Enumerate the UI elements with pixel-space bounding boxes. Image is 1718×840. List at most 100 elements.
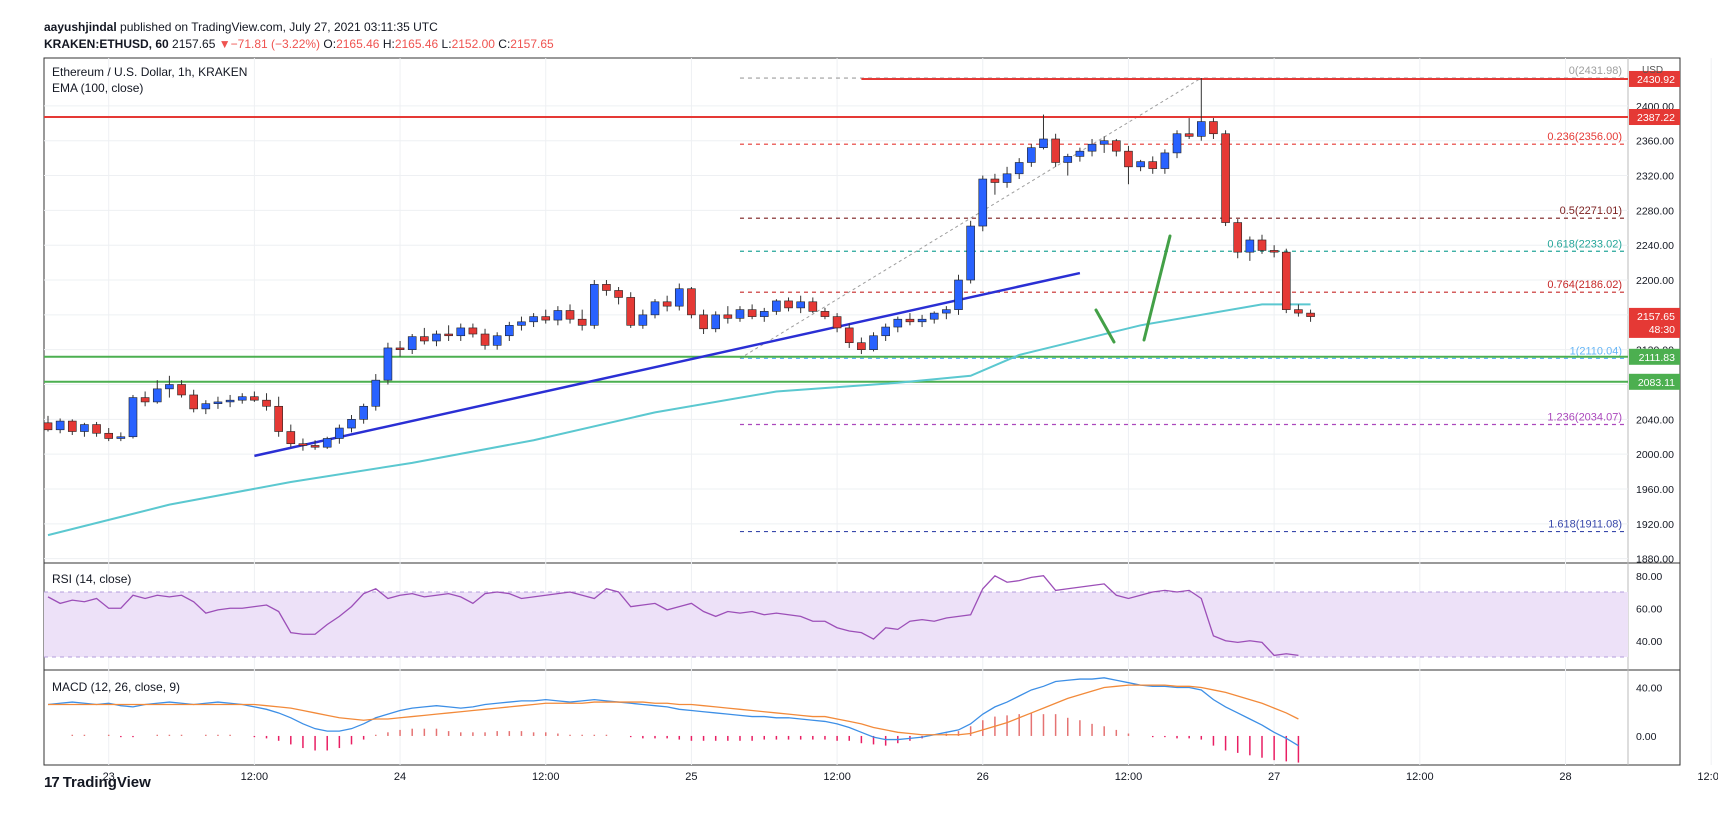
candle-body xyxy=(978,178,988,227)
macd-signal-line xyxy=(48,684,1299,736)
y-tick-label: 1920.00 xyxy=(1636,519,1674,531)
candle-body xyxy=(687,288,696,316)
macd-tick-label: 0.00 xyxy=(1636,731,1657,743)
rsi-tick-label: 80.00 xyxy=(1636,571,1662,583)
candle-body xyxy=(262,399,271,407)
projection-arrow xyxy=(1094,308,1116,344)
author-name[interactable]: aayushjindal xyxy=(44,20,117,34)
candle-body xyxy=(517,321,526,326)
candle-body xyxy=(589,284,599,326)
x-tick-label: 28 xyxy=(1559,771,1571,783)
y-tick-label: 1960.00 xyxy=(1636,484,1674,496)
candle-body xyxy=(881,326,890,337)
candle-body xyxy=(140,397,150,403)
candle-body xyxy=(1257,239,1267,251)
rsi-tick-label: 40.00 xyxy=(1636,636,1662,648)
candle-body xyxy=(1233,222,1243,253)
y-tick-label: 2000.00 xyxy=(1636,449,1674,461)
candle-body xyxy=(893,318,903,328)
price-change: −71.81 (−3.22%) xyxy=(230,37,321,51)
x-tick-label: 12:00 xyxy=(1697,771,1718,783)
candle-body xyxy=(553,310,563,321)
price-tag-2111: 2111.83 xyxy=(1639,352,1676,364)
candle-body xyxy=(1160,152,1170,169)
candle-body xyxy=(808,301,818,312)
close-value: 2157.65 xyxy=(510,37,554,51)
y-tick-label: 2320.00 xyxy=(1636,171,1674,183)
candle-body xyxy=(213,401,223,404)
rsi-panel-title: RSI (14, close) xyxy=(52,572,132,586)
x-tick-label: 27 xyxy=(1268,771,1280,783)
candle-body xyxy=(1112,140,1121,152)
price-tag-2387-bg xyxy=(1629,109,1680,126)
ema-indicator-label: EMA (100, close) xyxy=(52,81,144,95)
candle-body xyxy=(1245,239,1255,253)
y-tick-label: 1880.00 xyxy=(1636,554,1674,566)
projection-arrow xyxy=(1142,234,1172,342)
candle-body xyxy=(1124,150,1133,168)
candle-body xyxy=(225,399,235,403)
candle-body xyxy=(237,396,247,401)
candle-body xyxy=(772,300,781,312)
rsi-line xyxy=(47,574,1299,657)
candle-body xyxy=(67,420,77,432)
candle-body xyxy=(347,419,356,429)
candle-body xyxy=(1014,162,1024,175)
candle-body xyxy=(614,290,623,298)
candle-body xyxy=(165,384,174,390)
candle-body xyxy=(152,388,162,403)
candle-body xyxy=(1051,138,1060,163)
tradingview-logo-icon: 17 xyxy=(44,774,60,791)
candle-body xyxy=(723,314,733,319)
candle-body xyxy=(1039,138,1048,148)
x-tick-label: 12:00 xyxy=(1115,771,1143,783)
macd-line xyxy=(47,677,1299,747)
fib-level-label: 0.236(2356.00) xyxy=(1547,131,1622,143)
x-tick-label: 23 xyxy=(103,771,115,783)
symbol-line: KRAKEN:ETHUSD, 60 2157.65 ▼−71.81 (−3.22… xyxy=(44,37,554,51)
candle-body xyxy=(55,420,65,431)
candle-body xyxy=(274,405,283,432)
candle-body xyxy=(917,318,927,323)
candle-body xyxy=(954,279,963,310)
brand-name: TradingView xyxy=(62,774,151,791)
open-label: O: xyxy=(323,37,337,51)
candle-body xyxy=(43,422,53,431)
candle-body xyxy=(116,436,126,439)
candle-body xyxy=(310,445,320,448)
candle-body xyxy=(1172,133,1182,154)
low-value: 2152.00 xyxy=(451,37,495,51)
candle-body xyxy=(505,325,514,337)
candle-body xyxy=(383,347,393,381)
candle-body xyxy=(1002,173,1012,183)
candle-body xyxy=(820,311,830,317)
candle-body xyxy=(104,432,113,439)
candle-body xyxy=(711,314,721,330)
ema-line xyxy=(47,303,1311,537)
high-label: H: xyxy=(382,37,395,51)
fib-level-label: 1(2110.04) xyxy=(1570,345,1622,357)
candle-body xyxy=(1197,121,1206,137)
candle-body xyxy=(432,333,441,342)
candle-body xyxy=(1281,251,1291,310)
candle-body xyxy=(759,311,769,317)
candle-body xyxy=(1099,140,1109,145)
y-tick-label: 2240.00 xyxy=(1636,240,1674,252)
candle-body xyxy=(335,427,344,439)
candle-body xyxy=(1087,143,1097,152)
candle-body xyxy=(650,301,660,316)
close-label: C: xyxy=(498,37,511,51)
currency-label: USD xyxy=(1642,65,1664,76)
tradingview-logo[interactable]: 17 TradingView xyxy=(44,774,151,791)
y-tick-label: 2280.00 xyxy=(1636,205,1674,217)
candle-body xyxy=(905,318,915,323)
countdown-tag: 48:30 xyxy=(1649,324,1675,336)
main-panel-title: Ethereum / U.S. Dollar, 1h, KRAKEN xyxy=(52,65,248,79)
candle-body xyxy=(1294,309,1303,314)
candle-body xyxy=(1209,121,1218,135)
candle-body xyxy=(1269,250,1279,253)
candle-body xyxy=(1063,156,1073,163)
candle-body xyxy=(565,310,575,320)
open-value: 2165.46 xyxy=(336,37,380,51)
